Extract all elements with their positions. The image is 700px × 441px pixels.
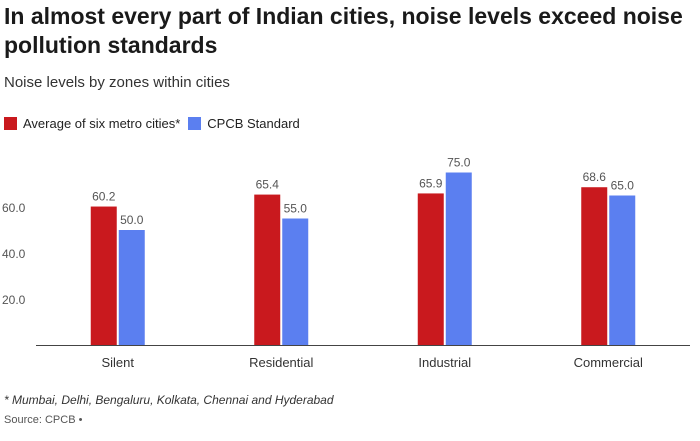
- data-label-average: 60.2: [92, 190, 116, 204]
- legend-item-average: Average of six metro cities*: [4, 116, 180, 131]
- data-label-cpcb: 55.0: [284, 202, 308, 216]
- x-category-label: Residential: [249, 355, 313, 370]
- footnote: * Mumbai, Delhi, Bengaluru, Kolkata, Che…: [4, 393, 334, 407]
- bar-cpcb: [118, 230, 145, 345]
- chart-title: In almost every part of Indian cities, n…: [4, 3, 683, 58]
- bar-chart: 20.0 40.0 60.0 60.2 50.0 Silent 65.4 55.0 Reside…: [2, 156, 690, 370]
- data-label-cpcb: 75.0: [447, 156, 471, 170]
- legend: Average of six metro cities* CPCB Standa…: [4, 116, 308, 131]
- bar-average: [581, 187, 608, 345]
- y-tick-label: 60.0: [2, 201, 26, 215]
- chart-subtitle: Noise levels by zones within cities: [4, 74, 230, 91]
- x-category-label: Silent: [101, 355, 134, 370]
- data-label-cpcb: 50.0: [120, 213, 144, 227]
- x-category-label: Industrial: [418, 355, 471, 370]
- bar-cpcb: [445, 172, 472, 345]
- legend-swatch-average: [4, 117, 17, 130]
- bar-average: [254, 194, 281, 345]
- source-note: Source: CPCB •: [4, 414, 83, 426]
- legend-label-cpcb: CPCB Standard: [207, 116, 300, 131]
- y-tick-label: 40.0: [2, 247, 26, 261]
- bar-cpcb: [282, 218, 309, 345]
- data-label-average: 65.4: [256, 178, 280, 192]
- y-tick-label: 20.0: [2, 293, 26, 307]
- data-label-cpcb: 65.0: [611, 179, 635, 193]
- data-label-average: 65.9: [419, 176, 443, 190]
- bar-average: [90, 206, 117, 345]
- bar-average: [417, 193, 444, 345]
- legend-swatch-cpcb: [188, 117, 202, 130]
- bar-cpcb: [609, 195, 636, 345]
- x-category-label: Commercial: [574, 355, 643, 370]
- legend-label-average: Average of six metro cities*: [23, 116, 181, 131]
- legend-item-cpcb: CPCB Standard: [188, 116, 300, 131]
- data-label-average: 68.6: [583, 170, 607, 184]
